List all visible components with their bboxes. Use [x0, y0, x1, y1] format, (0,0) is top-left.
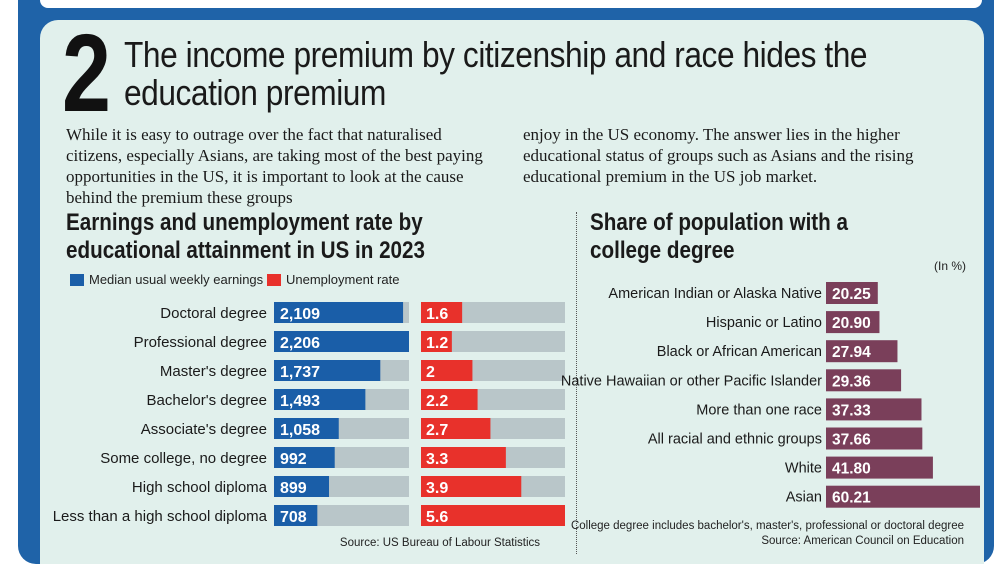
college-bar-american-indian-or-alaska-native [826, 282, 878, 304]
unemployment-value-professional-degree: 1.2 [426, 335, 448, 352]
race-label-american-indian-or-alaska-native: American Indian or Alaska Native [608, 286, 822, 302]
section-number: 2 [62, 12, 111, 135]
earnings-bar-some-college-no-degree [274, 447, 335, 468]
earnings-value-associate-s-degree: 1,058 [280, 422, 320, 439]
unemployment-value-master-s-degree: 2 [426, 364, 435, 381]
college-bar-hispanic-or-latino [826, 311, 880, 334]
college-bar-native-hawaiian-or-other-pacific-islander [826, 369, 902, 392]
unemployment-value-high-school-diploma: 3.9 [426, 480, 448, 497]
earnings-bar-professional-degree [274, 331, 409, 352]
unemployment-value-doctoral-degree: 1.6 [426, 306, 448, 323]
college-value-hispanic-or-latino: 20.90 [832, 315, 871, 332]
college-value-more-than-one-race: 37.33 [832, 402, 871, 419]
college-note: College degree includes bachelor's, mast… [570, 520, 964, 532]
earnings-bar-bachelor-s-degree [274, 389, 366, 410]
category-label-some-college-no-degree: Some college, no degree [100, 450, 267, 467]
category-label-bachelor-s-degree: Bachelor's degree [147, 392, 267, 409]
college-value-white: 41.80 [832, 461, 871, 478]
college-value-black-or-african-american: 27.94 [832, 344, 871, 361]
college-bar-all-racial-and-ethnic-groups [826, 427, 923, 450]
category-label-less-than-a-high-school-diploma: Less than a high school diploma [53, 508, 268, 525]
unemployment-bar-less-than-a-high-school-diploma [421, 505, 565, 526]
legend-label-earnings: Median usual weekly earnings [89, 272, 264, 287]
category-label-doctoral-degree: Doctoral degree [160, 305, 267, 322]
race-label-black-or-african-american: Black or African American [657, 344, 822, 360]
legend-label-unemployment: Unemployment rate [286, 272, 400, 287]
intro-text-left: While it is easy to outrage over the fac… [66, 125, 483, 207]
headline: The income premium by citizenship and ra… [124, 34, 868, 113]
race-label-more-than-one-race: More than one race [696, 402, 822, 418]
legend-swatch-unemployment [267, 274, 281, 286]
earnings-value-master-s-degree: 1,737 [280, 364, 320, 381]
college-bar-asian [826, 485, 980, 508]
race-label-white: White [785, 461, 822, 477]
earnings-value-some-college-no-degree: 992 [280, 451, 307, 468]
earnings-value-bachelor-s-degree: 1,493 [280, 393, 320, 410]
race-label-all-racial-and-ethnic-groups: All racial and ethnic groups [648, 432, 822, 448]
unemployment-bar-bachelor-s-degree [421, 389, 478, 410]
earnings-source: Source: US Bureau of Labour Statistics [339, 537, 540, 549]
college-value-asian: 60.21 [832, 490, 871, 507]
college-value-all-racial-and-ethnic-groups: 37.66 [832, 432, 871, 449]
unemployment-bar-master-s-degree [421, 360, 473, 381]
unemployment-bar-high-school-diploma [421, 476, 522, 497]
earnings-bar-associate-s-degree [274, 418, 339, 439]
college-value-american-indian-or-alaska-native: 20.25 [832, 286, 871, 303]
unemployment-bar-doctoral-degree [421, 302, 463, 323]
category-label-high-school-diploma: High school diploma [132, 479, 268, 496]
unemployment-bar-associate-s-degree [421, 418, 491, 439]
earnings-value-high-school-diploma: 899 [280, 480, 307, 497]
race-label-asian: Asian [786, 490, 822, 506]
intro-text-right: enjoy in the US economy. The answer lies… [523, 125, 914, 186]
unemployment-value-associate-s-degree: 2.7 [426, 422, 448, 439]
college-unit-note: (In %) [933, 259, 966, 273]
earnings-bar-doctoral-degree [274, 302, 404, 323]
earnings-bar-master-s-degree [274, 360, 381, 381]
earnings-bar-high-school-diploma [274, 476, 330, 497]
legend-swatch-earnings [70, 274, 84, 286]
earnings-value-professional-degree: 2,206 [280, 335, 320, 352]
college-value-native-hawaiian-or-other-pacific-islander: 29.36 [832, 373, 871, 390]
category-label-associate-s-degree: Associate's degree [141, 421, 267, 438]
earnings-bar-less-than-a-high-school-diploma [274, 505, 318, 526]
race-label-hispanic-or-latino: Hispanic or Latino [706, 315, 822, 331]
earnings-value-doctoral-degree: 2,109 [280, 306, 320, 323]
college-bar-white [826, 456, 933, 479]
college-bar-more-than-one-race [826, 398, 922, 421]
college-degree-chart: American Indian or Alaska Native 20.25 His… [561, 282, 980, 508]
column-divider [576, 212, 577, 554]
earnings-chart-title: Earnings and unemployment rate by educati… [66, 209, 425, 264]
earnings-unemployment-chart: Doctoral degree 2,109 1.6 Professional degr… [53, 302, 565, 526]
college-bar-black-or-african-american [826, 340, 898, 363]
unemployment-bar-professional-degree [421, 331, 452, 352]
unemployment-value-bachelor-s-degree: 2.2 [426, 393, 448, 410]
top-strip [40, 0, 982, 8]
unemployment-value-some-college-no-degree: 3.3 [426, 451, 448, 468]
unemployment-bar-some-college-no-degree [421, 447, 506, 468]
college-source: Source: American Council on Education [761, 535, 964, 547]
unemployment-value-less-than-a-high-school-diploma: 5.6 [426, 509, 448, 526]
race-label-native-hawaiian-or-other-pacific-islander: Native Hawaiian or other Pacific Islande… [561, 373, 822, 389]
category-label-master-s-degree: Master's degree [160, 363, 267, 380]
category-label-professional-degree: Professional degree [134, 334, 267, 351]
earnings-value-less-than-a-high-school-diploma: 708 [280, 509, 307, 526]
unemployment-track-professional-degree [421, 331, 565, 352]
college-chart-title: Share of population with a college degree [590, 209, 848, 264]
